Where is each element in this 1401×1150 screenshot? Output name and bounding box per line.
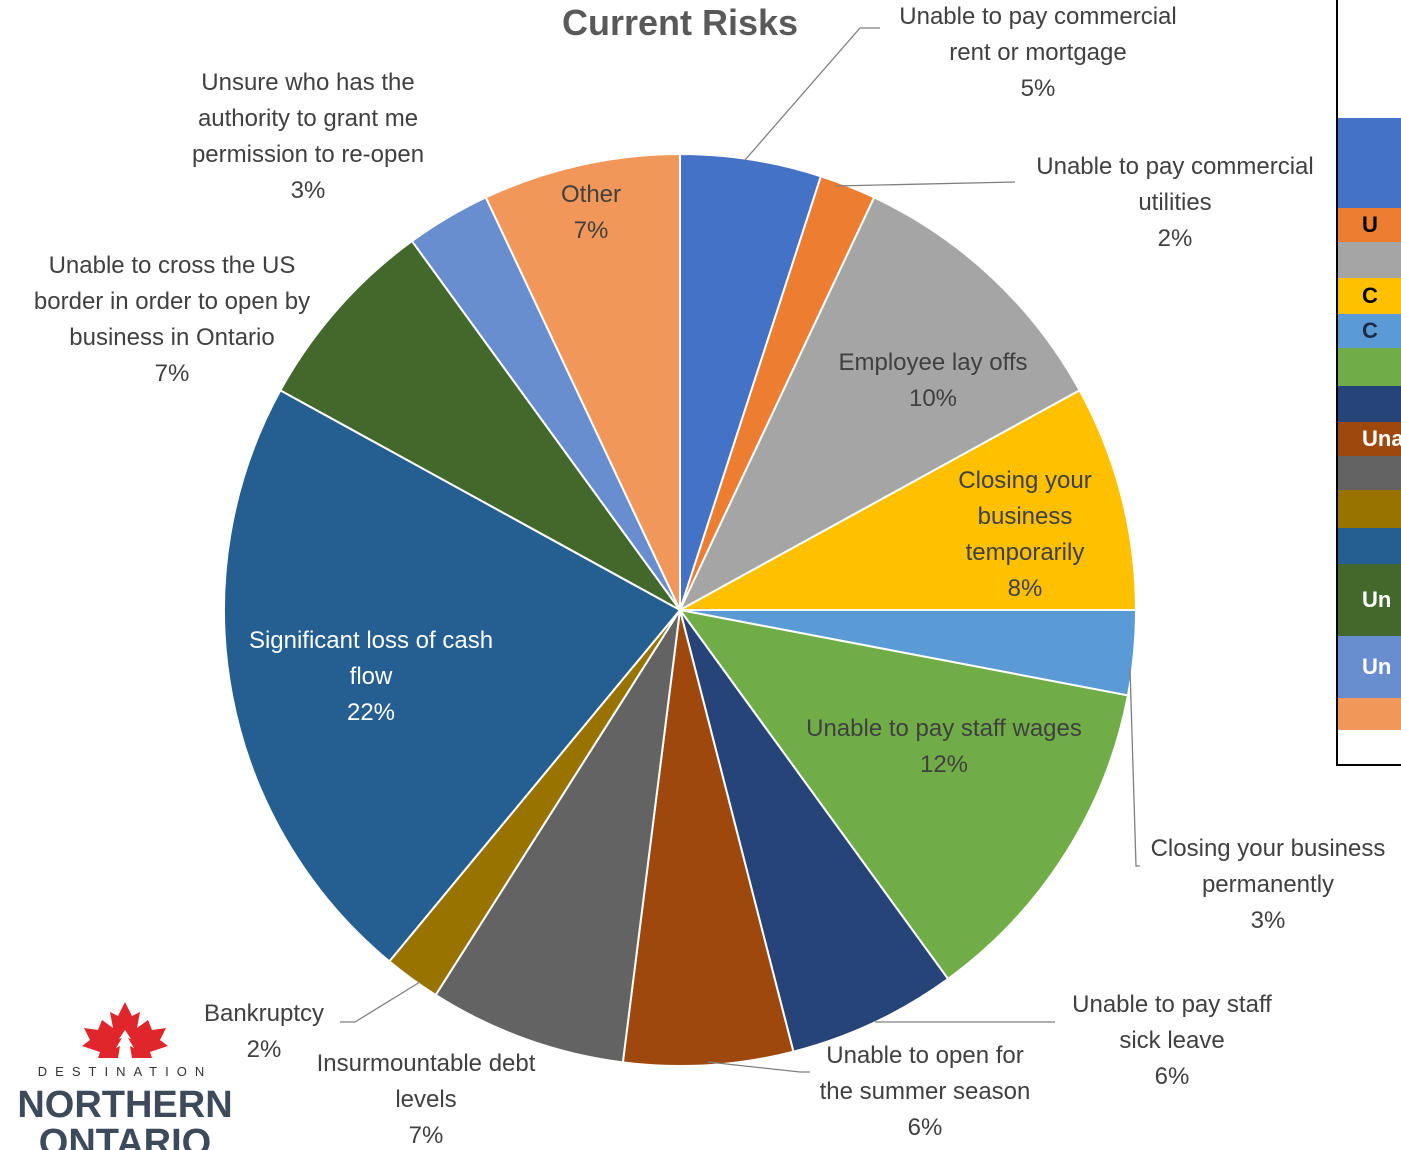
side-table-row: Un	[1338, 564, 1401, 636]
slice-data-label: Bankruptcy 2%	[204, 1000, 324, 1063]
pie-slice	[679, 609, 950, 1053]
pie-slice	[677, 196, 1081, 613]
side-table-row	[1338, 386, 1401, 422]
logo-ontario-text: ONTARIO	[38, 1122, 212, 1150]
leader-line	[744, 27, 880, 161]
slice-data-label: Unable to pay commercial rent or mortgage…	[899, 3, 1176, 102]
side-table-row: U	[1338, 208, 1401, 242]
slice-data-label: Employee lay offs 10%	[839, 349, 1028, 412]
chart-title: Current Risks	[561, 2, 799, 43]
pie-slice	[484, 152, 681, 611]
slice-data-label: Other 7%	[561, 181, 621, 244]
side-table-row	[1338, 242, 1401, 278]
pie-slice	[679, 388, 1138, 611]
side-table-row	[1338, 490, 1401, 528]
slice-data-label: Unsure who has the authority to grant me p…	[192, 69, 424, 204]
pie-slice	[434, 609, 681, 1064]
slice-data-label: Significant loss of cash flow 22%	[249, 627, 493, 726]
side-table-row	[1338, 528, 1401, 564]
side-table-row	[1338, 348, 1401, 386]
pie-slice	[621, 609, 795, 1067]
pie-slice	[279, 239, 681, 611]
slice-data-label: Unable to pay staff wages 12%	[806, 715, 1082, 778]
logo-destination-text: DESTINATION	[37, 1064, 213, 1079]
side-table-row: Una	[1338, 422, 1401, 456]
pie-slice	[679, 152, 823, 611]
leader-line	[834, 181, 1016, 187]
side-table-row: C	[1338, 278, 1401, 314]
side-table-row	[1338, 456, 1401, 490]
leader-line	[340, 981, 421, 1023]
side-table-row: C	[1338, 314, 1401, 348]
slice-data-label: Unable to cross the US border in order to…	[34, 252, 310, 387]
side-legend-table: U C C Una Un Un	[1336, 0, 1401, 766]
slice-data-label: Unable to pay staff sick leave 6%	[1072, 991, 1272, 1090]
side-table-row	[1338, 0, 1401, 118]
pie-slice	[222, 388, 682, 963]
slice-data-label: Closing your business permanently 3%	[1151, 835, 1386, 934]
leader-line	[1129, 667, 1140, 867]
maple-leaf-icon	[82, 1002, 168, 1058]
slice-data-label: Unable to open for the summer season 6%	[820, 1042, 1031, 1141]
side-table-row	[1338, 698, 1401, 730]
slice-data-label: Closing your business temporarily 8%	[958, 467, 1091, 602]
leader-line	[707, 1061, 810, 1073]
slice-data-label: Unable to pay commercial utilities 2%	[1036, 153, 1313, 252]
side-table-row: Un	[1338, 636, 1401, 698]
pie-slice	[677, 608, 1130, 981]
logo-northern-text: NORTHERN	[17, 1084, 233, 1126]
side-table-row	[1338, 118, 1401, 208]
destination-northern-ontario-logo: DESTINATION NORTHERN ONTARIO	[12, 1000, 238, 1150]
slice-data-label: Insurmountable debt levels 7%	[317, 1050, 536, 1149]
